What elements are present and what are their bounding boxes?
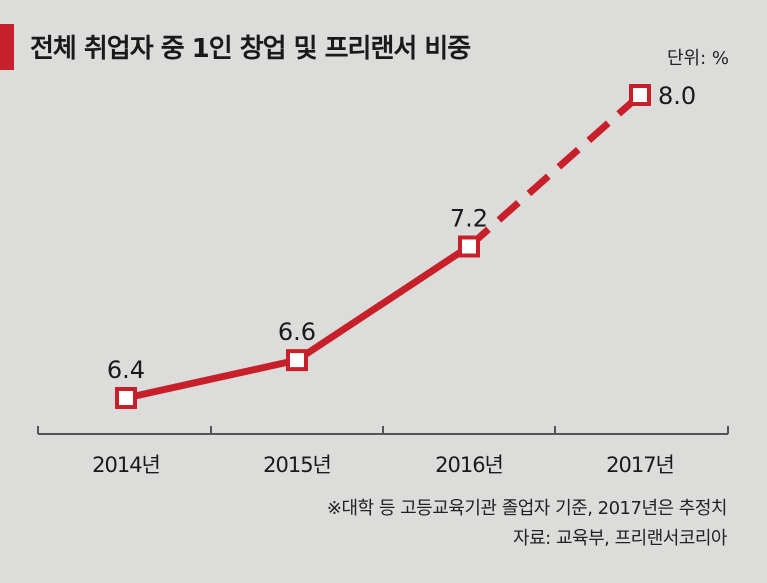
line-segment	[295, 243, 471, 364]
data-value-label: 6.6	[278, 318, 316, 346]
data-point-marker	[115, 387, 137, 409]
source-note: 자료: 교육부, 프리랜서코리아	[513, 528, 727, 549]
data-point-marker	[629, 84, 651, 106]
data-value-label: 6.4	[107, 356, 145, 384]
x-tick-label: 2017년	[606, 453, 674, 477]
data-point-marker	[458, 235, 480, 258]
unit-label: 단위: %	[666, 48, 729, 69]
line-segment	[125, 356, 298, 402]
data-value-label: 8.0	[658, 82, 696, 110]
data-point-marker	[286, 349, 308, 372]
title-accent-bar	[0, 24, 14, 70]
estimated-line-segment	[466, 92, 643, 250]
criteria-note: ※대학 등 고등교육기관 졸업자 기준, 2017년은 추정치	[326, 498, 728, 519]
x-tick-label: 2014년	[92, 453, 160, 477]
data-value-label: 7.2	[450, 205, 488, 233]
x-tick-label: 2015년	[263, 453, 331, 477]
chart-title: 전체 취업자 중 1인 창업 및 프리랜서 비중	[30, 34, 471, 64]
x-tick-label: 2016년	[435, 453, 503, 477]
